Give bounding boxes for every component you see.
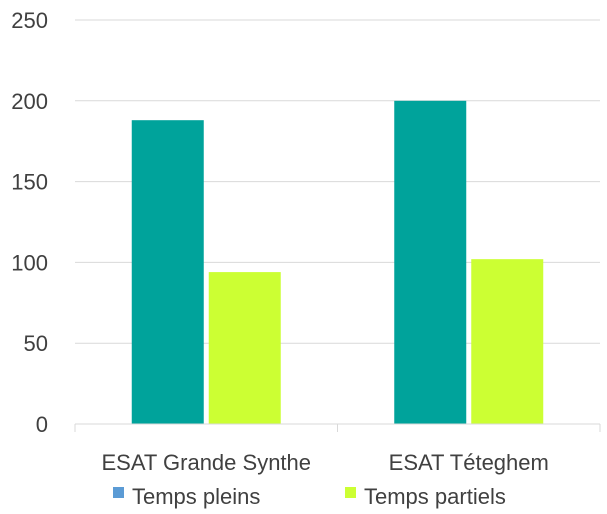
bar-temps-partiels: [471, 259, 544, 424]
y-tick-label: 0: [36, 412, 48, 437]
legend: Temps pleins Temps partiels: [113, 484, 506, 509]
x-category-label: ESAT Grande Synthe: [101, 450, 311, 475]
legend-swatch: [113, 487, 124, 498]
y-tick-label: 200: [11, 89, 48, 114]
legend-label: Temps pleins: [132, 484, 260, 509]
y-tick-label: 150: [11, 170, 48, 195]
bar-temps-pleins: [394, 100, 467, 425]
x-category-label: ESAT Téteghem: [389, 450, 549, 475]
bars: [131, 100, 544, 425]
y-tick-label: 100: [11, 250, 48, 275]
y-tick-label: 50: [24, 331, 48, 356]
bar-temps-pleins: [131, 120, 204, 424]
y-axis-ticks: 0 50 100 150 200 250: [11, 8, 48, 437]
x-axis: ESAT Grande Synthe ESAT Téteghem: [74, 423, 601, 475]
legend-swatch: [345, 487, 356, 498]
legend-label: Temps partiels: [364, 484, 506, 509]
bar-temps-partiels: [208, 272, 281, 424]
y-tick-label: 250: [11, 8, 48, 33]
